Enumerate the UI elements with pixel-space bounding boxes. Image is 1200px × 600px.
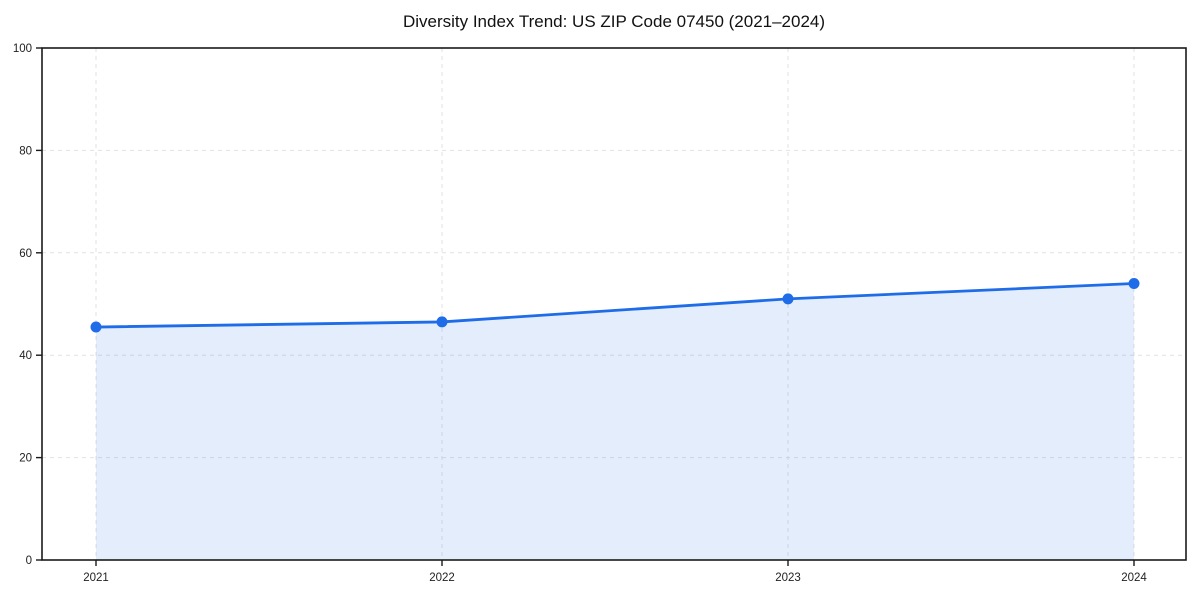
plot-frame [41,47,1187,561]
y-tick-label: 20 [19,453,32,465]
x-tick-label: 2021 [83,572,109,584]
data-point-2024 [1128,278,1140,290]
x-tick-label: 2024 [1121,572,1147,584]
chart-title: Diversity Index Trend: US ZIP Code 07450… [403,12,825,31]
diversity-index-line [94,282,1136,329]
x-axis-ticks: 2021 2022 2023 2024 [83,560,1147,584]
y-tick-label: 100 [13,43,32,55]
axes-frame [41,47,1187,561]
x-tick-label: 2023 [775,572,801,584]
x-tick-label: 2022 [429,572,455,584]
data-points [90,278,1140,333]
area-under-line [96,283,1134,560]
data-point-2022 [436,316,448,328]
y-tick-label: 0 [26,555,32,567]
area-fill [96,283,1134,560]
data-point-2023 [782,293,794,305]
data-point-2021 [90,321,102,333]
y-tick-label: 80 [19,145,32,157]
y-axis-ticks: 0 20 40 60 80 100 [13,43,42,567]
gridlines [42,48,1186,560]
y-tick-label: 60 [19,248,32,260]
trend-line [94,282,1136,329]
y-tick-label: 40 [19,350,32,362]
